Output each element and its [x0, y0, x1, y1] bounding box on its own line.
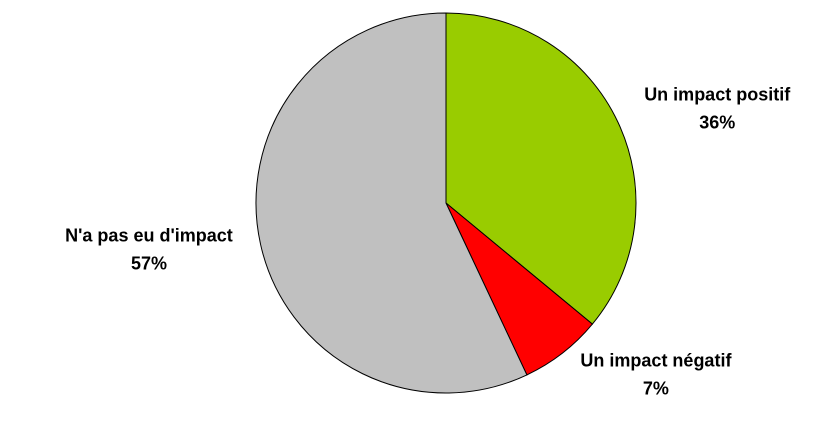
- slice-label: N'a pas eu d'impact: [65, 225, 233, 245]
- slice-value-label: 57%: [131, 253, 167, 273]
- pie-slice: [445, 12, 637, 325]
- slice-label: Un impact positif: [644, 85, 791, 105]
- slice-label: Un impact négatif: [580, 350, 732, 370]
- pie-slice: [255, 12, 528, 394]
- slice-value-label: 7%: [643, 378, 669, 398]
- slice-value-label: 36%: [699, 113, 735, 133]
